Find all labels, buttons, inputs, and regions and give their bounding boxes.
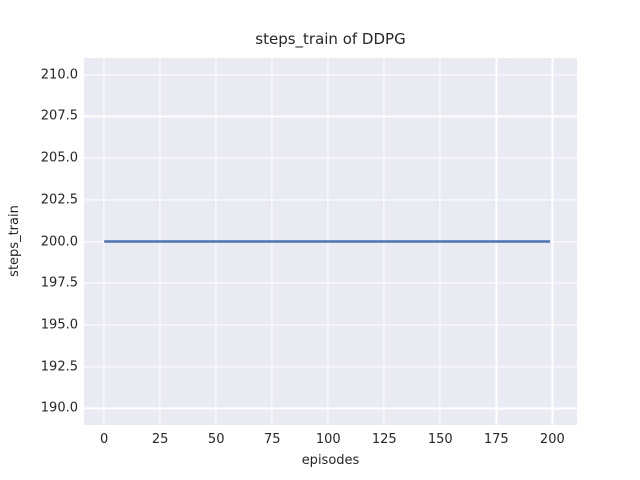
v-gridline	[551, 58, 553, 425]
y-axis-label: steps_train	[6, 205, 22, 277]
x-tick-label: 100	[315, 432, 341, 447]
x-axis-label: episodes	[301, 453, 360, 468]
y-tick-label: 195.0	[40, 317, 78, 333]
y-tick-label: 200.0	[40, 234, 78, 249]
x-tick-label: 150	[427, 432, 453, 447]
x-tick-label: 75	[263, 432, 281, 447]
h-gridline	[84, 282, 577, 284]
y-tick-label: 205.0	[40, 150, 78, 166]
y-tick-label: 210.0	[40, 67, 78, 83]
plot-area	[84, 58, 577, 425]
x-tick-label: 125	[371, 432, 397, 447]
y-tick-label: 197.5	[40, 275, 78, 291]
x-tick-label: 200	[539, 432, 565, 447]
h-gridline	[84, 115, 577, 117]
x-tick-label: 50	[207, 432, 225, 447]
series-svg	[104, 240, 551, 243]
h-gridline	[84, 324, 577, 326]
v-gridline	[103, 58, 105, 425]
h-gridline	[84, 366, 577, 368]
y-tick-label: 202.5	[40, 192, 78, 208]
chart-title: steps_train of DDPG	[255, 30, 406, 48]
x-tick-label: 25	[151, 432, 169, 447]
h-gridline	[84, 157, 577, 159]
x-tick-label: 0	[100, 432, 109, 447]
h-gridline	[84, 74, 577, 76]
y-tick-label: 207.5	[40, 108, 78, 124]
h-gridline	[84, 199, 577, 201]
y-tick-label: 192.5	[40, 359, 78, 375]
y-tick-label: 190.0	[40, 400, 78, 416]
h-gridline	[84, 407, 577, 409]
x-tick-label: 175	[483, 432, 509, 447]
